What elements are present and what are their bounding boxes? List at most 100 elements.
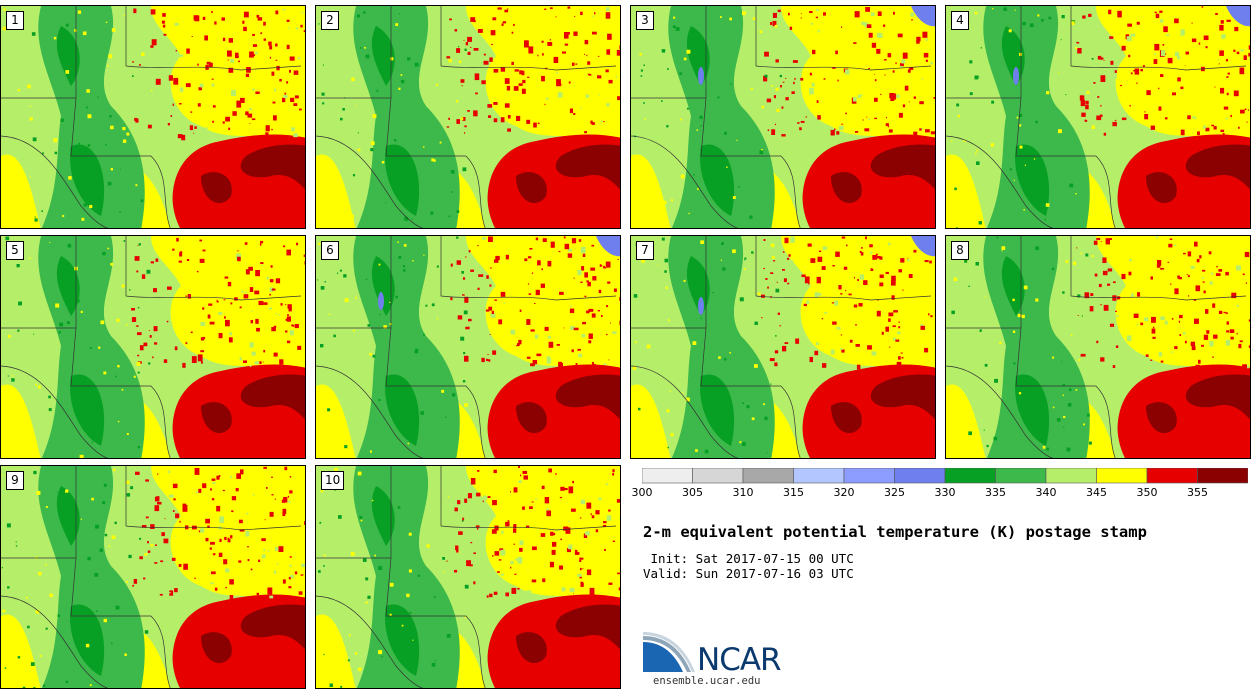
speckle [1226,321,1229,325]
speckle [211,571,216,575]
speckle [464,355,469,362]
speckle [534,303,536,304]
speckle [1140,69,1143,72]
speckle [1151,338,1153,340]
field-darkred [1146,402,1177,434]
speckle [139,345,144,351]
speckle [568,520,570,522]
speckle [1238,343,1242,349]
speckle [1130,72,1133,75]
speckle [773,260,776,262]
speckle [500,67,506,72]
speckle [1019,145,1023,149]
speckle [566,548,571,553]
speckle [1201,344,1204,347]
speckle [1211,124,1214,127]
speckle [1078,134,1081,137]
speckle [764,74,768,78]
speckle [1212,356,1214,358]
speckle [403,269,406,272]
speckle [124,653,127,656]
speckle [505,592,509,597]
speckle [901,59,906,64]
speckle [907,259,910,262]
speckle [693,174,695,176]
speckle [1116,315,1118,317]
speckle [951,310,955,315]
speckle [962,422,966,426]
speckle [218,552,223,557]
speckle [1042,445,1046,449]
speckle [148,571,151,574]
speckle [1236,51,1240,55]
speckle [1167,57,1173,64]
speckle [458,26,461,28]
speckle [661,237,665,241]
speckle [115,375,117,378]
speckle [549,39,551,41]
speckle [251,310,253,312]
colorbar [642,468,1248,484]
speckle [558,361,562,368]
speckle [1108,9,1112,15]
speckle [323,653,325,656]
member-label: 3 [636,11,654,30]
speckle [234,297,238,301]
speckle [481,97,486,103]
speckle [247,546,249,548]
field-darkred [555,604,620,650]
speckle [834,128,836,131]
speckle [65,680,69,684]
speckle [612,540,615,542]
speckle [569,108,573,114]
colorbar-swatch [1146,468,1198,484]
speckle [319,521,322,524]
speckle [749,215,753,219]
speckle [494,551,500,556]
speckle [492,17,497,21]
speckle [527,570,529,571]
speckle [197,103,201,107]
speckle [519,547,523,552]
speckle [145,516,149,519]
speckle [1117,10,1122,18]
speckle [254,361,259,365]
speckle [150,524,155,529]
state-border [1,466,302,688]
speckle [240,97,245,103]
speckle [1227,72,1230,75]
site-url[interactable]: ensemble.ucar.edu [653,675,761,687]
speckle [15,545,18,547]
field-darkred [870,374,935,420]
speckle [864,22,869,28]
speckle [464,445,468,449]
colorbar-swatch [642,468,693,484]
speckle [167,470,170,474]
speckle [1174,18,1179,24]
speckle [580,11,583,15]
speckle [680,118,682,121]
speckle [608,359,610,361]
speckle [511,587,517,594]
speckle [744,268,746,270]
field-darkred [555,144,620,190]
speckle [1041,19,1044,22]
speckle [289,476,292,478]
speckle [463,39,465,41]
speckle [296,242,299,246]
speckle [1196,258,1200,263]
speckle [523,475,528,480]
speckle [761,149,764,152]
speckle [400,74,403,76]
speckle [1202,281,1205,283]
field-darkgreen [385,374,420,446]
speckle [121,388,124,391]
speckle [246,512,249,515]
speckle [872,255,877,260]
speckle [602,524,607,527]
speckle [564,32,569,39]
speckle [342,108,345,111]
speckle [1187,251,1192,257]
speckle [1188,295,1190,297]
speckle [844,69,850,75]
